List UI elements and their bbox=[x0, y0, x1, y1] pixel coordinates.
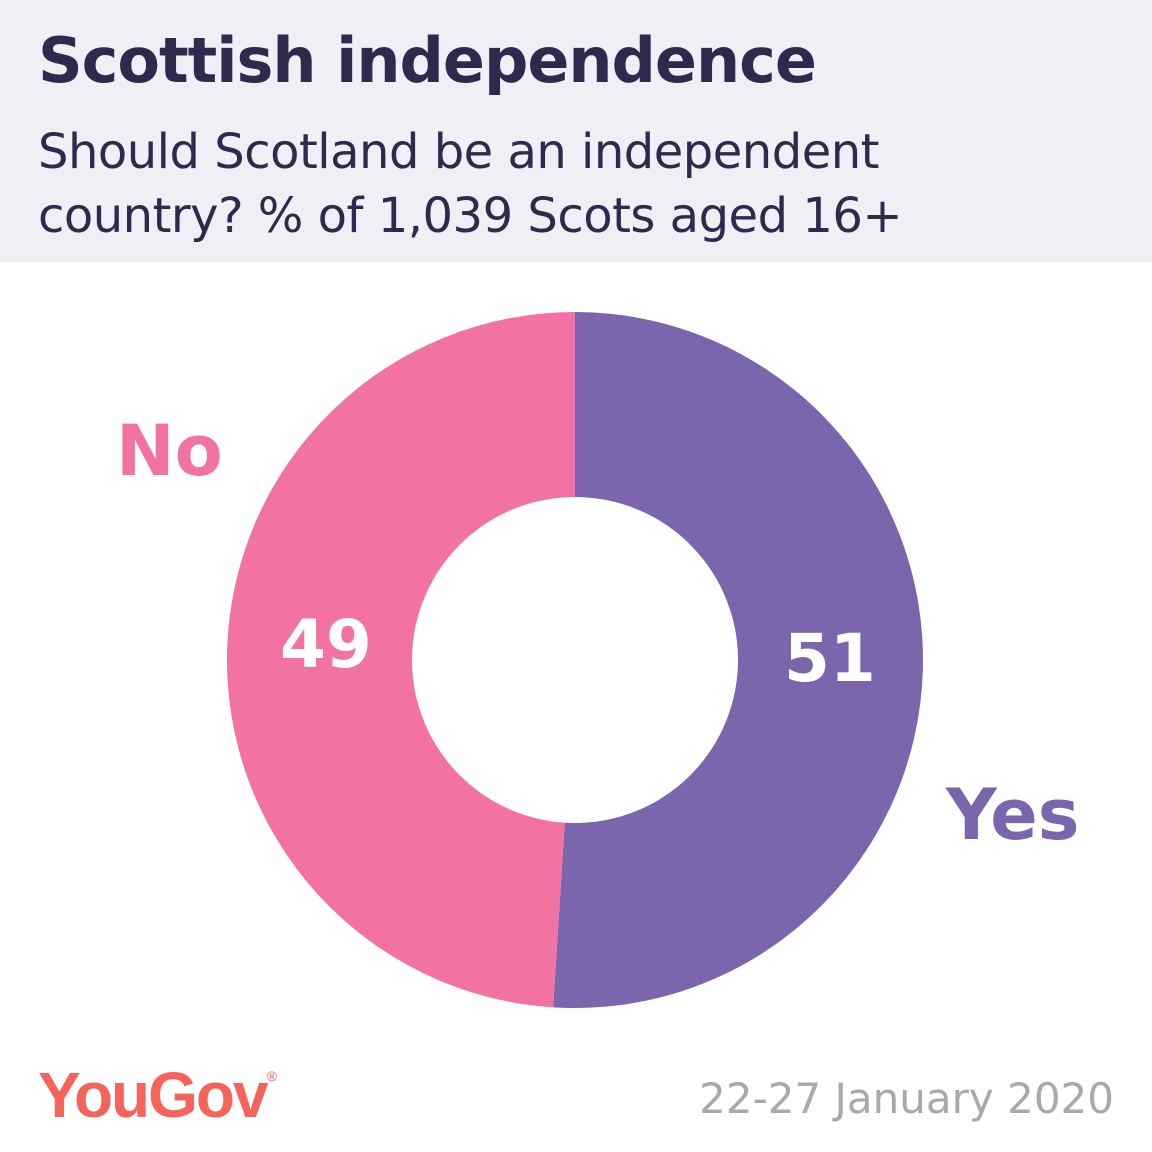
slice-label-no: No bbox=[116, 410, 223, 492]
chart-title: Scottish independence bbox=[38, 24, 817, 97]
donut-slice-no bbox=[227, 312, 575, 1008]
registered-mark: ® bbox=[266, 1068, 277, 1084]
header-banner: Scottish independence Should Scotland be… bbox=[0, 0, 1152, 262]
slice-label-yes: Yes bbox=[946, 774, 1080, 856]
slice-value-yes: 51 bbox=[784, 620, 876, 697]
yougov-logo: YouGov® bbox=[38, 1058, 277, 1132]
slice-value-no: 49 bbox=[280, 606, 372, 683]
chart-subtitle: Should Scotland be an independent countr… bbox=[38, 124, 903, 244]
brand-name: YouGov bbox=[38, 1059, 269, 1131]
fieldwork-date: 22-27 January 2020 bbox=[699, 1074, 1114, 1123]
donut-slice-yes bbox=[553, 311, 924, 1009]
